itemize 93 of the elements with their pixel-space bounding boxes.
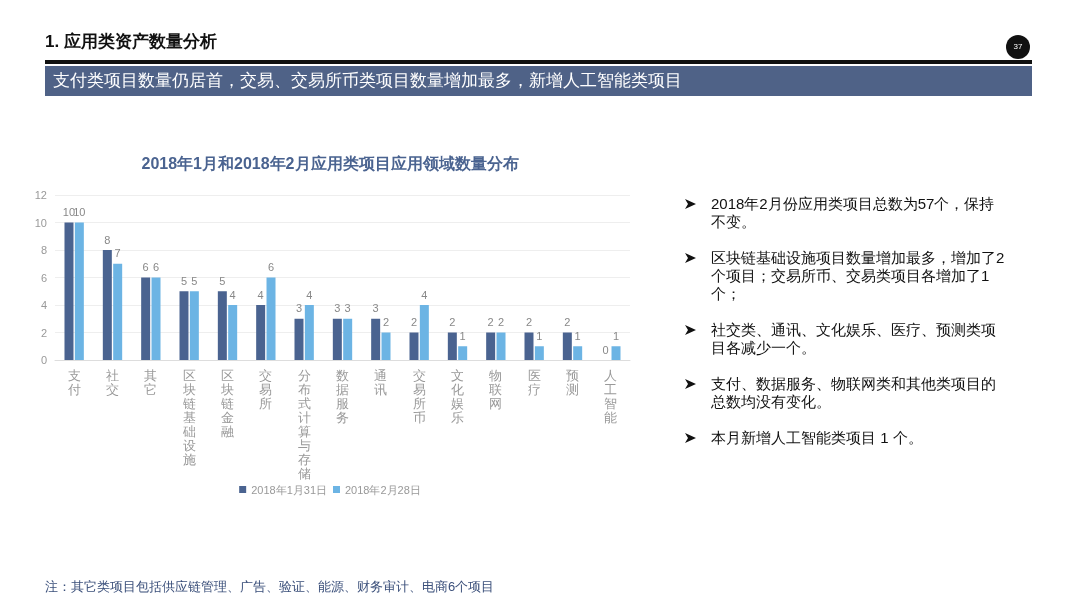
bar [256,305,266,360]
bar [371,318,381,360]
y-tick-label: 10 [34,216,47,229]
x-tick-label: 医疗 [527,367,541,397]
bar [294,318,304,360]
bar [562,332,572,360]
data-label: 4 [229,288,236,301]
data-label: 3 [334,302,341,315]
bar [534,346,544,360]
legend-label: 2018年2月28日 [345,483,421,496]
y-tick-label: 4 [40,299,47,311]
bar [486,332,496,360]
data-label: 2 [564,316,571,328]
x-tick-label: 预测 [566,367,579,397]
data-label: 6 [142,261,149,273]
data-label: 3 [295,302,303,315]
text: 区块链基础设施项目数量增加最多，增加了2个项目；交易所币、交易类项目各增加了1个； [711,249,1005,303]
bar [458,346,468,360]
x-tick-label: 分布式计算与存储 [297,367,311,481]
x-tick-label: 交易所币 [412,367,426,425]
data-label: 2 [410,316,418,328]
data-label: 2 [382,316,390,328]
bar [217,291,227,360]
data-label: 2 [487,316,494,328]
bar [151,277,161,360]
data-label: 1 [612,329,620,342]
text: 支付类项目数量仍居首，交易、交易所币类项目数量增加最多，新增人工智能类项目 [45,66,1032,96]
x-tick-label: 其它 [144,367,158,397]
x-tick-label: 通讯 [374,367,388,397]
data-label: 2 [497,316,505,328]
x-tick-label: 支付 [66,367,81,397]
data-label: 10 [73,206,86,218]
bar [266,277,276,360]
data-label: 0 [602,343,609,356]
data-label: 6 [152,261,160,273]
text: 社交类、通讯、文化娱乐、医疗、预测类项目各减少一个。 [711,321,997,357]
data-label: 3 [344,302,351,315]
bar [179,291,189,360]
y-tick-label: 6 [40,271,47,284]
data-label: 7 [114,247,121,260]
bar [381,332,391,360]
y-tick-label: 8 [40,244,47,256]
data-label: 1 [536,329,543,342]
data-label: 4 [257,288,264,301]
text: 支付、数据服务、物联网类和其他类项目的总数均没有变化。 [711,375,997,411]
data-label: 5 [219,274,226,287]
bar [496,332,506,360]
text: 本月新增人工智能类项目 1 个。 [711,429,923,447]
bar [611,346,621,360]
bar [189,291,199,360]
bar [343,318,353,360]
chart-title: 2018年1月和2018年2月应用类项目应用领域数量分布 [141,153,519,172]
data-label: 2 [449,316,456,328]
data-label: 6 [267,261,275,273]
bar [332,318,342,360]
x-tick-label: 物联网 [489,367,503,411]
data-label: 4 [306,288,313,301]
x-tick-label: 人工智能 [604,367,618,425]
bar [419,305,429,360]
data-label: 5 [180,274,188,287]
text: 注：其它类项目包括供应链管理、广告、验证、能源、财务审计、电商6个项目 [45,578,495,596]
text: 37 [1006,35,1030,59]
bar [304,305,314,360]
x-tick-label: 交易所 [259,367,273,411]
x-tick-label: 数据服务 [336,367,349,425]
y-tick-label: 2 [40,326,47,339]
data-label: 1 [574,329,581,342]
bar [409,332,419,360]
data-label: 8 [104,233,111,246]
bar [524,332,534,360]
text: 2018年2月份应用类项目总数为57个，保持不变。 [711,195,996,231]
data-label: 3 [372,302,379,315]
data-label: 10 [62,206,76,218]
bar [141,277,151,360]
bar [64,222,74,360]
x-tick-label: 社交 [106,367,119,397]
legend-label: 2018年1月31日 [251,483,327,496]
bar [102,250,112,360]
y-tick-label: 12 [34,189,47,201]
data-label: 2 [525,316,533,328]
bar [113,263,123,360]
bar [74,222,84,360]
text: 1. 应用类资产数量分析 [45,31,217,53]
y-tick-label: 0 [40,354,47,366]
data-label: 5 [191,274,198,287]
data-label: 1 [459,329,466,342]
bar [228,305,238,360]
data-label: 4 [421,288,428,301]
bar [447,332,457,360]
x-tick-label: 区块链金融 [220,367,234,439]
x-tick-label: 区块链基础设施 [181,367,196,467]
bar [573,346,583,360]
x-tick-label: 文化娱乐 [451,367,464,425]
